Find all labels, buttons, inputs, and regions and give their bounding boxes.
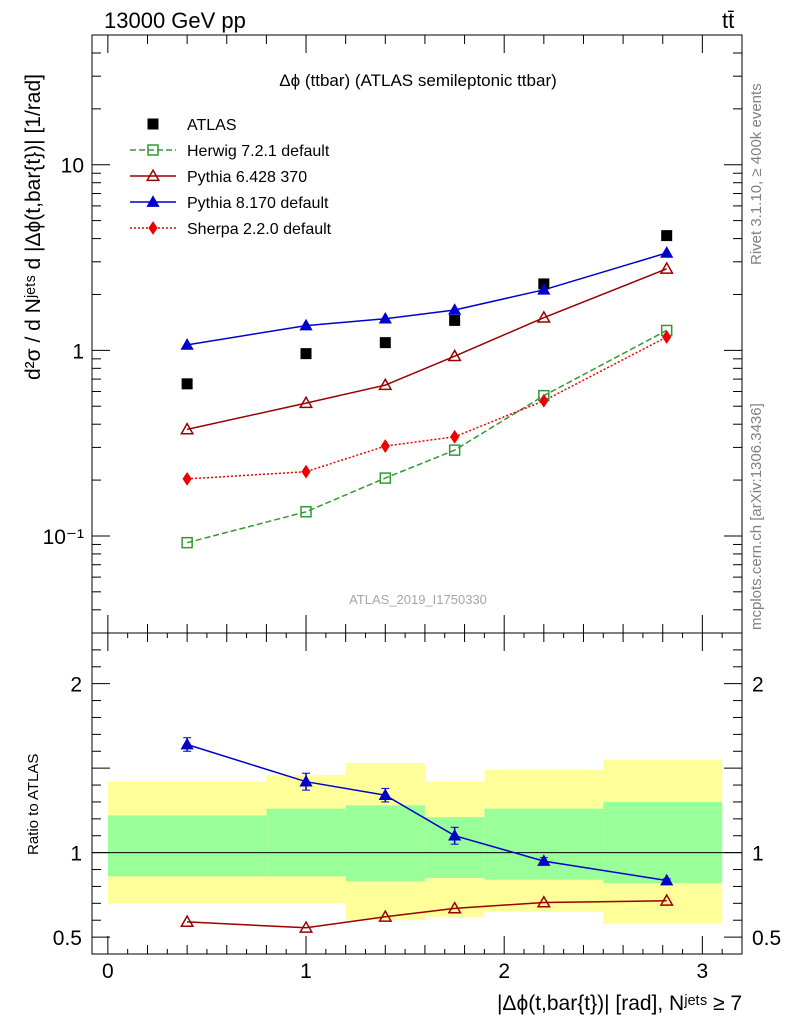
- ratio-point-pythia-8-170-default: [378, 788, 392, 801]
- data-point-herwig-7-2-1-default: [181, 536, 193, 549]
- y-tick-label: 10: [61, 155, 84, 178]
- data-point-herwig-7-2-1-default: [300, 506, 312, 518]
- data-point-pythia-8-170-default: [660, 246, 674, 258]
- data-point-herwig-7-2-1-default: [379, 472, 392, 484]
- ratio-point-pythia-8-170-default: [299, 774, 313, 787]
- main-plot-title: Δϕ (ttbar) (ATLAS semileptonic ttbar): [279, 71, 557, 90]
- x-tick-label: 0: [102, 960, 114, 983]
- legend-label-herwig-7-2-1-default: Herwig 7.2.1 default: [187, 143, 330, 160]
- uncertainty-band-green: [484, 808, 604, 880]
- data-point-pythia-6-428-370: [659, 261, 674, 274]
- data-point-pythia-8-170-default: [378, 311, 392, 324]
- series-line-herwig-7-2-1-default: [186, 329, 668, 544]
- legend-label-pythia-8-170-default: Pythia 8.170 default: [187, 195, 329, 212]
- data-point-sherpa-2-2-0-default: [182, 471, 192, 486]
- ratio-y-tick-label-right: 1: [752, 843, 764, 866]
- uncertainty-band-green: [107, 815, 267, 877]
- main-y-axis-label: d²σ / d Nʲᵉᵗˢ d |Δϕ(t,bar{t})| [1/rad]: [22, 74, 45, 380]
- ratio-y-tick-label-right: 0.5: [752, 927, 781, 950]
- data-point-pythia-8-170-default: [180, 338, 194, 350]
- x-axis-label: |Δϕ(t,bar{t})| [rad], Nʲᵉᵗˢ ≥ 7: [497, 992, 742, 1015]
- uncertainty-band-green: [603, 801, 723, 884]
- series-line-sherpa-2-2-0-default: [187, 336, 668, 480]
- ratio-point-pythia-8-170-default: [180, 737, 194, 750]
- data-point-pythia-6-428-370: [536, 310, 551, 323]
- data-point-sherpa-2-2-0-default: [450, 429, 460, 444]
- data-point-atlas: [181, 378, 193, 390]
- series-line-pythia-6-428-370: [186, 268, 667, 431]
- x-tick-label: 1: [300, 960, 312, 983]
- analysis-watermark: ATLAS_2019_I1750330: [349, 592, 487, 607]
- data-point-herwig-7-2-1-default: [448, 444, 461, 456]
- legend: ATLAS Herwig 7.2.1 default Pythia 6.428 37…: [130, 117, 332, 238]
- series-line-pythia-8-170-default: [186, 252, 667, 346]
- mcplots-source-label: mcplots.cern.ch [arXiv:1306.3436]: [748, 403, 765, 630]
- uncertainty-band-green: [424, 817, 485, 878]
- data-point-pythia-6-428-370: [180, 422, 195, 435]
- ratio-point-pythia-6-428-370: [298, 920, 314, 933]
- data-point-atlas: [661, 230, 673, 242]
- ratio-y-tick-label: 2: [70, 674, 82, 697]
- data-point-atlas: [449, 314, 461, 326]
- uncertainty-band-green: [266, 808, 346, 877]
- main-plot-panel: 10⁻¹ 1 10 Δϕ (ttbar) (ATLAS semileptonic t…: [22, 34, 743, 634]
- ratio-plot-frame: [91, 632, 743, 955]
- data-point-atlas: [379, 337, 391, 349]
- legend-label-pythia-6-428-370: Pythia 6.428 370: [187, 169, 307, 186]
- ratio-line-pythia-6-428-370: [187, 900, 667, 929]
- data-point-pythia-6-428-370: [298, 395, 314, 409]
- ratio-plot-panel: 0.5 0.5 1 1 2 2 0 1 2 3 Ratio to ATLAS |Δϕ(t,bar{…: [25, 632, 781, 1015]
- legend-label-sherpa-2-2-0-default: Sherpa 2.2.0 default: [187, 221, 332, 238]
- ratio-point-pythia-6-428-370: [447, 901, 462, 914]
- uncertainty-band-green: [345, 805, 425, 882]
- legend-marker-pythia-8-170-default: [146, 195, 160, 207]
- ratio-line-pythia-8-170-default: [186, 743, 667, 882]
- ratio-point-pythia-6-428-370: [378, 909, 393, 922]
- y-tick-label: 10⁻¹: [43, 526, 84, 549]
- data-point-pythia-8-170-default: [448, 303, 462, 315]
- legend-label-atlas: ATLAS: [187, 117, 237, 134]
- ratio-y-tick-label-right: 2: [752, 674, 764, 697]
- ratio-y-tick-label: 1: [70, 843, 82, 866]
- legend-marker-pythia-6-428-370: [145, 168, 161, 182]
- ratio-point-pythia-6-428-370: [536, 895, 551, 908]
- data-point-pythia-6-428-370: [378, 377, 393, 391]
- ratio-point-pythia-8-170-default: [537, 854, 551, 866]
- ratio-point-pythia-6-428-370: [659, 893, 674, 906]
- header-right-label: tt̄: [722, 8, 734, 33]
- ratio-point-pythia-6-428-370: [180, 914, 195, 927]
- rivet-version-label: Rivet 3.1.10, ≥ 400k events: [748, 83, 765, 265]
- data-point-sherpa-2-2-0-default: [662, 330, 672, 344]
- header-left-label: 13000 GeV pp: [104, 8, 246, 33]
- x-tick-label: 3: [697, 960, 709, 983]
- data-point-atlas: [300, 348, 312, 360]
- ratio-point-pythia-8-170-default: [660, 873, 674, 886]
- x-tick-label: 2: [498, 960, 510, 983]
- legend-marker-atlas: [147, 118, 159, 130]
- y-tick-label: 1: [72, 340, 84, 363]
- ratio-y-axis-label: Ratio to ATLAS: [25, 754, 42, 855]
- data-point-pythia-8-170-default: [537, 283, 551, 295]
- data-point-sherpa-2-2-0-default: [380, 439, 390, 453]
- legend-marker-herwig-7-2-1-default: [147, 144, 159, 156]
- data-point-sherpa-2-2-0-default: [539, 393, 549, 408]
- ratio-y-tick-label: 0.5: [53, 927, 82, 950]
- ratio-point-pythia-8-170-default: [448, 828, 462, 841]
- legend-marker-sherpa-2-2-0-default: [148, 221, 158, 235]
- data-point-pythia-8-170-default: [299, 318, 313, 331]
- data-point-pythia-6-428-370: [447, 348, 462, 362]
- data-point-sherpa-2-2-0-default: [301, 464, 311, 479]
